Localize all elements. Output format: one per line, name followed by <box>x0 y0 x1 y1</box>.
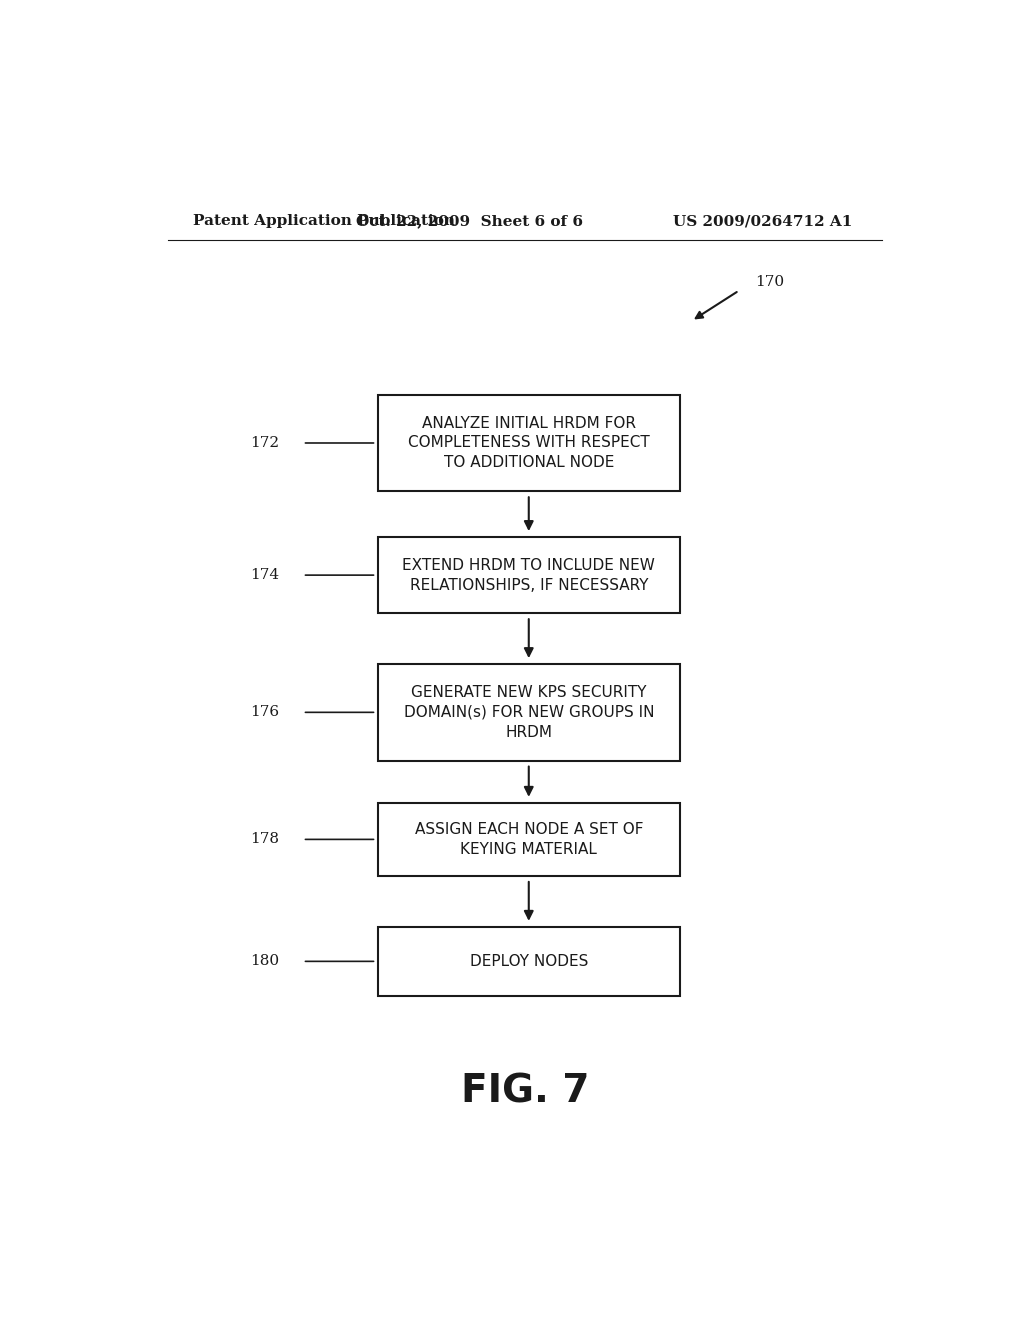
Text: 180: 180 <box>250 954 279 969</box>
FancyBboxPatch shape <box>378 803 680 876</box>
Text: US 2009/0264712 A1: US 2009/0264712 A1 <box>673 214 853 228</box>
FancyBboxPatch shape <box>378 664 680 760</box>
Text: 176: 176 <box>250 705 279 719</box>
Text: EXTEND HRDM TO INCLUDE NEW
RELATIONSHIPS, IF NECESSARY: EXTEND HRDM TO INCLUDE NEW RELATIONSHIPS… <box>402 558 655 593</box>
FancyBboxPatch shape <box>378 395 680 491</box>
FancyBboxPatch shape <box>378 927 680 995</box>
Text: 172: 172 <box>250 436 279 450</box>
Text: ASSIGN EACH NODE A SET OF
KEYING MATERIAL: ASSIGN EACH NODE A SET OF KEYING MATERIA… <box>415 822 643 857</box>
FancyBboxPatch shape <box>378 537 680 614</box>
Text: Patent Application Publication: Patent Application Publication <box>194 214 455 228</box>
Text: FIG. 7: FIG. 7 <box>461 1072 589 1110</box>
Text: ANALYZE INITIAL HRDM FOR
COMPLETENESS WITH RESPECT
TO ADDITIONAL NODE: ANALYZE INITIAL HRDM FOR COMPLETENESS WI… <box>408 416 649 470</box>
Text: 174: 174 <box>250 568 279 582</box>
Text: 178: 178 <box>250 833 279 846</box>
Text: 170: 170 <box>755 276 784 289</box>
Text: DEPLOY NODES: DEPLOY NODES <box>470 954 588 969</box>
Text: GENERATE NEW KPS SECURITY
DOMAIN(s) FOR NEW GROUPS IN
HRDM: GENERATE NEW KPS SECURITY DOMAIN(s) FOR … <box>403 685 654 739</box>
Text: Oct. 22, 2009  Sheet 6 of 6: Oct. 22, 2009 Sheet 6 of 6 <box>355 214 583 228</box>
